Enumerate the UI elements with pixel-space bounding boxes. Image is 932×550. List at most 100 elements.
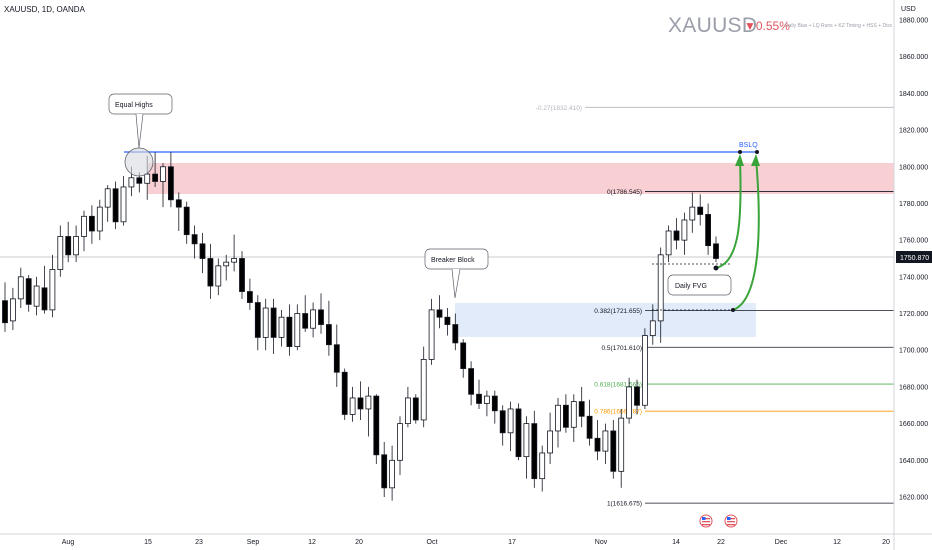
candle-body: [207, 258, 214, 287]
candle: [515, 403, 522, 461]
candle-body: [531, 423, 538, 480]
candle: [626, 377, 632, 424]
equal-highs-pointer: [135, 113, 144, 149]
candle-body: [491, 395, 498, 412]
bslq-label: BSLQ: [739, 142, 758, 149]
candle: [673, 218, 680, 250]
fib-label: 0.5(1701.610): [602, 345, 642, 352]
fib-label: 1(1616.675): [607, 501, 642, 508]
fvg-point: [713, 265, 719, 271]
candle-body: [112, 188, 119, 223]
candle: [73, 225, 79, 263]
candle: [555, 397, 561, 448]
price-tick-label: 1780.000: [899, 201, 928, 208]
candle: [657, 247, 664, 343]
current-price-label: 1750.870: [900, 255, 929, 262]
symbol-info: XAUUSD, 1D, OANDA: [4, 5, 85, 14]
candle: [325, 300, 332, 356]
candle-body: [341, 371, 348, 415]
candle: [649, 304, 656, 345]
candle-body: [460, 342, 467, 369]
time-tick-label: 20: [355, 539, 363, 546]
candle-body: [365, 395, 372, 410]
fibonacci-levels: -0.27(1832.410) 0(1786.545) 0.382(1721.655…: [536, 105, 894, 508]
candle: [278, 309, 285, 347]
fib-label: 0.786(1666.787): [594, 409, 642, 416]
currency-label: USD: [901, 6, 916, 13]
daily-fvg-label: Daily FVG: [675, 283, 707, 290]
candle: [436, 295, 443, 329]
candle: [2, 282, 8, 332]
candle-body: [49, 269, 56, 311]
candle-body: [586, 415, 593, 439]
price-tick-label: 1880.000: [899, 18, 928, 25]
candle-body: [357, 397, 364, 410]
candle-body: [349, 397, 356, 415]
candle-body: [89, 215, 95, 232]
candle-body: [333, 344, 340, 373]
candle: [81, 210, 87, 252]
candle-body: [302, 313, 309, 329]
candle: [65, 221, 72, 263]
candle: [96, 199, 103, 241]
price-axis[interactable]: 1880.000 1860.000 1840.000 1820.000 1800.000…: [899, 18, 928, 502]
candle-body: [286, 316, 293, 347]
candle-body: [381, 454, 388, 489]
candle-body: [420, 359, 427, 421]
candle: [404, 386, 411, 428]
price-tick-label: 1800.000: [899, 164, 928, 171]
candle-body: [199, 243, 206, 259]
candle-body: [373, 395, 380, 456]
candle-body: [610, 430, 617, 472]
candle: [318, 293, 324, 334]
candle: [254, 295, 261, 351]
time-tick-label: 22: [717, 539, 725, 546]
price-tick-label: 1860.000: [899, 54, 928, 61]
candle-body: [183, 206, 190, 236]
candle: [231, 234, 238, 272]
candle: [104, 185, 111, 222]
candle-body: [215, 265, 222, 287]
candle-body: [452, 324, 459, 344]
candle-body: [33, 285, 40, 307]
us-event-icon-1[interactable]: [699, 514, 713, 528]
candle-body: [254, 302, 261, 338]
equal-highs-circle: [124, 147, 154, 177]
time-tick-label: 23: [195, 539, 203, 546]
candle-body: [57, 236, 64, 270]
candle: [183, 201, 190, 244]
candle: [444, 308, 451, 336]
bslq-point-2: [755, 150, 759, 154]
candle: [310, 302, 317, 338]
candle-body: [318, 309, 324, 325]
candles: [2, 152, 719, 501]
candle-body: [73, 236, 79, 256]
candle-body: [412, 397, 419, 421]
us-event-icon-2[interactable]: [724, 514, 738, 528]
candle-body: [705, 214, 711, 247]
candle-body: [9, 298, 16, 322]
candle-body: [294, 313, 301, 347]
arrow-from-fvg: [715, 157, 742, 269]
candle-body: [136, 177, 143, 184]
candle-body: [483, 395, 490, 404]
time-tick-label: Aug: [62, 539, 75, 546]
candle: [207, 243, 214, 299]
daily-fvg-callout[interactable]: [667, 274, 732, 296]
candle-body: [41, 287, 48, 311]
breaker-block-pointer: [451, 268, 461, 299]
candle-body: [594, 437, 601, 452]
time-tick-label: Nov: [595, 539, 608, 546]
candle: [468, 361, 475, 406]
candle: [49, 254, 56, 318]
candle-body: [191, 234, 198, 245]
candle: [349, 386, 356, 422]
price-tick-label: 1740.000: [899, 274, 928, 281]
candle-body: [223, 261, 230, 267]
candle: [223, 254, 230, 281]
premium-zone: [148, 163, 894, 194]
time-axis[interactable]: Aug 15 23 Sep 12 20 Oct 17 Nov 14 22 Dec 12 20: [62, 539, 890, 546]
candle: [160, 163, 166, 208]
candle: [33, 276, 40, 316]
